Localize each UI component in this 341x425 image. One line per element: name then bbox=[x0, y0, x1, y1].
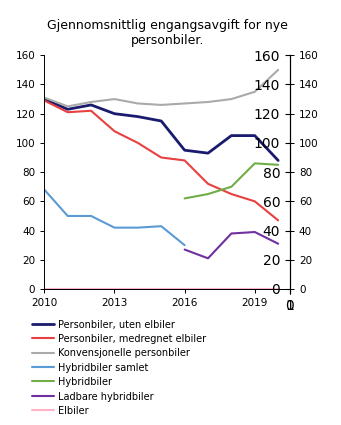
Line: Konvensjonelle personbiler: Konvensjonelle personbiler bbox=[44, 70, 278, 106]
Ladbare hybridbiler bbox=[229, 231, 234, 236]
Hybridbiler bbox=[182, 196, 187, 201]
Personbiler, medregnet elbiler bbox=[66, 110, 70, 115]
Line: Hybridbiler: Hybridbiler bbox=[184, 163, 278, 198]
Elbiler bbox=[229, 286, 234, 292]
Elbiler bbox=[66, 286, 70, 292]
Personbiler, uten elbiler bbox=[66, 107, 70, 112]
Hybridbiler bbox=[206, 192, 210, 197]
Personbiler, medregnet elbiler bbox=[113, 129, 117, 134]
Personbiler, uten elbiler bbox=[113, 111, 117, 116]
Hybridbiler bbox=[229, 184, 234, 189]
Personbiler, uten elbiler bbox=[206, 150, 210, 156]
Line: Personbiler, uten elbiler: Personbiler, uten elbiler bbox=[44, 99, 278, 161]
Ladbare hybridbiler bbox=[182, 247, 187, 252]
Konvensjonelle personbiler bbox=[206, 99, 210, 105]
Ladbare hybridbiler bbox=[206, 256, 210, 261]
Legend: Personbiler, uten elbiler, Personbiler, medregnet elbiler, Konvensjonelle person: Personbiler, uten elbiler, Personbiler, … bbox=[32, 320, 207, 416]
Personbiler, medregnet elbiler bbox=[159, 155, 163, 160]
Konvensjonelle personbiler bbox=[136, 101, 140, 106]
Ladbare hybridbiler bbox=[276, 241, 280, 246]
Hybridbiler samlet bbox=[159, 224, 163, 229]
Elbiler bbox=[89, 286, 93, 292]
Personbiler, medregnet elbiler bbox=[136, 140, 140, 145]
Hybridbiler samlet bbox=[113, 225, 117, 230]
Personbiler, uten elbiler bbox=[182, 147, 187, 153]
Elbiler bbox=[159, 286, 163, 292]
Konvensjonelle personbiler bbox=[159, 102, 163, 108]
Personbiler, uten elbiler bbox=[253, 133, 257, 138]
Konvensjonelle personbiler bbox=[42, 95, 46, 100]
Personbiler, medregnet elbiler bbox=[276, 218, 280, 223]
Konvensjonelle personbiler bbox=[89, 99, 93, 105]
Konvensjonelle personbiler bbox=[182, 101, 187, 106]
Personbiler, medregnet elbiler bbox=[206, 181, 210, 186]
Hybridbiler samlet bbox=[182, 243, 187, 248]
Hybridbiler samlet bbox=[136, 225, 140, 230]
Konvensjonelle personbiler bbox=[276, 67, 280, 72]
Konvensjonelle personbiler bbox=[253, 89, 257, 94]
Personbiler, uten elbiler bbox=[229, 133, 234, 138]
Hybridbiler samlet bbox=[42, 187, 46, 192]
Personbiler, medregnet elbiler bbox=[182, 158, 187, 163]
Personbiler, uten elbiler bbox=[276, 158, 280, 163]
Elbiler bbox=[276, 286, 280, 292]
Elbiler bbox=[206, 286, 210, 292]
Line: Hybridbiler samlet: Hybridbiler samlet bbox=[44, 190, 184, 245]
Konvensjonelle personbiler bbox=[229, 96, 234, 102]
Elbiler bbox=[253, 286, 257, 292]
Title: Gjennomsnittlig engangsavgift for nye
personbiler.: Gjennomsnittlig engangsavgift for nye pe… bbox=[47, 19, 287, 47]
Hybridbiler samlet bbox=[66, 213, 70, 218]
Line: Personbiler, medregnet elbiler: Personbiler, medregnet elbiler bbox=[44, 101, 278, 220]
Hybridbiler bbox=[276, 162, 280, 167]
Personbiler, uten elbiler bbox=[159, 119, 163, 124]
Personbiler, medregnet elbiler bbox=[253, 199, 257, 204]
Personbiler, medregnet elbiler bbox=[89, 108, 93, 113]
Elbiler bbox=[113, 286, 117, 292]
Personbiler, uten elbiler bbox=[136, 114, 140, 119]
Line: Ladbare hybridbiler: Ladbare hybridbiler bbox=[184, 232, 278, 258]
Personbiler, uten elbiler bbox=[89, 102, 93, 108]
Personbiler, medregnet elbiler bbox=[229, 192, 234, 197]
Hybridbiler bbox=[253, 161, 257, 166]
Ladbare hybridbiler bbox=[253, 230, 257, 235]
Personbiler, uten elbiler bbox=[42, 96, 46, 102]
Elbiler bbox=[42, 286, 46, 292]
Hybridbiler samlet bbox=[89, 213, 93, 218]
Personbiler, medregnet elbiler bbox=[42, 98, 46, 103]
Elbiler bbox=[182, 286, 187, 292]
Konvensjonelle personbiler bbox=[113, 96, 117, 102]
Elbiler bbox=[136, 286, 140, 292]
Konvensjonelle personbiler bbox=[66, 104, 70, 109]
